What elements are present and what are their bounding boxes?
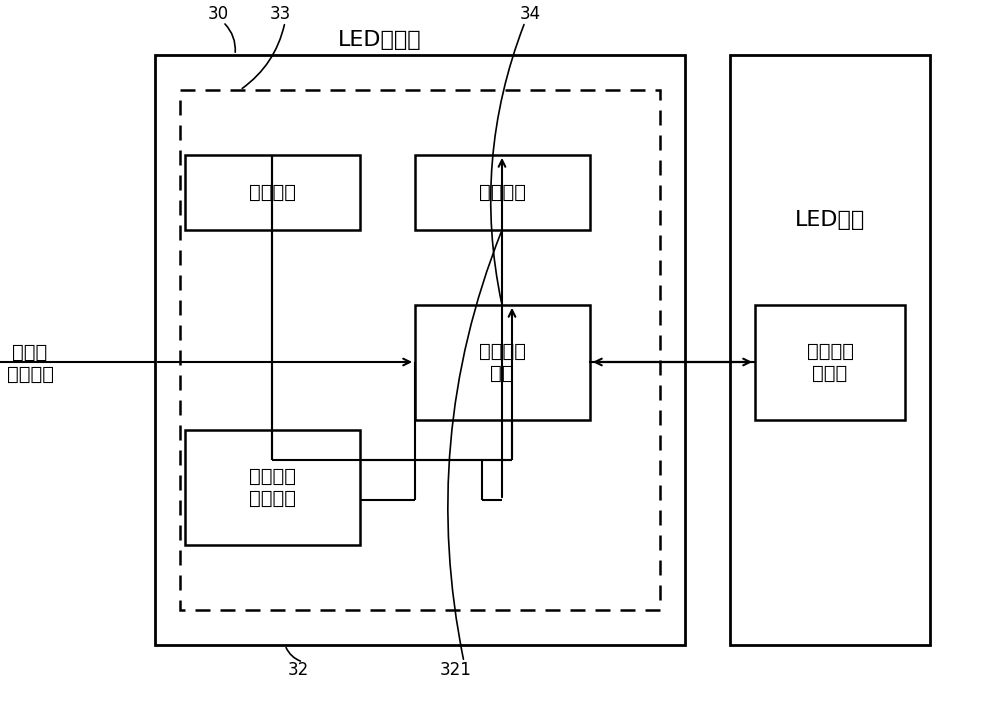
Bar: [185, 430, 360, 545]
Bar: [185, 155, 360, 230]
Text: 非易失性
存储器: 非易失性 存储器: [806, 341, 854, 383]
Bar: [180, 90, 660, 610]
Bar: [755, 305, 905, 420]
Text: 比较模块: 比较模块: [479, 183, 526, 201]
Text: 33: 33: [269, 5, 291, 23]
Text: 亮色度
校正系数: 亮色度 校正系数: [7, 343, 54, 383]
Text: 数据读写
模块: 数据读写 模块: [479, 341, 526, 383]
Text: 32: 32: [287, 661, 309, 679]
Bar: [730, 55, 930, 645]
Text: LED控制卡: LED控制卡: [338, 30, 422, 50]
Bar: [415, 155, 590, 230]
Text: 321: 321: [440, 661, 472, 679]
Text: 34: 34: [519, 5, 541, 23]
Bar: [415, 305, 590, 420]
Text: LED灯板: LED灯板: [795, 210, 865, 230]
Text: 校验模块: 校验模块: [248, 183, 296, 201]
Text: 随机数据
生成模块: 随机数据 生成模块: [248, 467, 296, 508]
Bar: [155, 55, 685, 645]
Text: 30: 30: [207, 5, 229, 23]
